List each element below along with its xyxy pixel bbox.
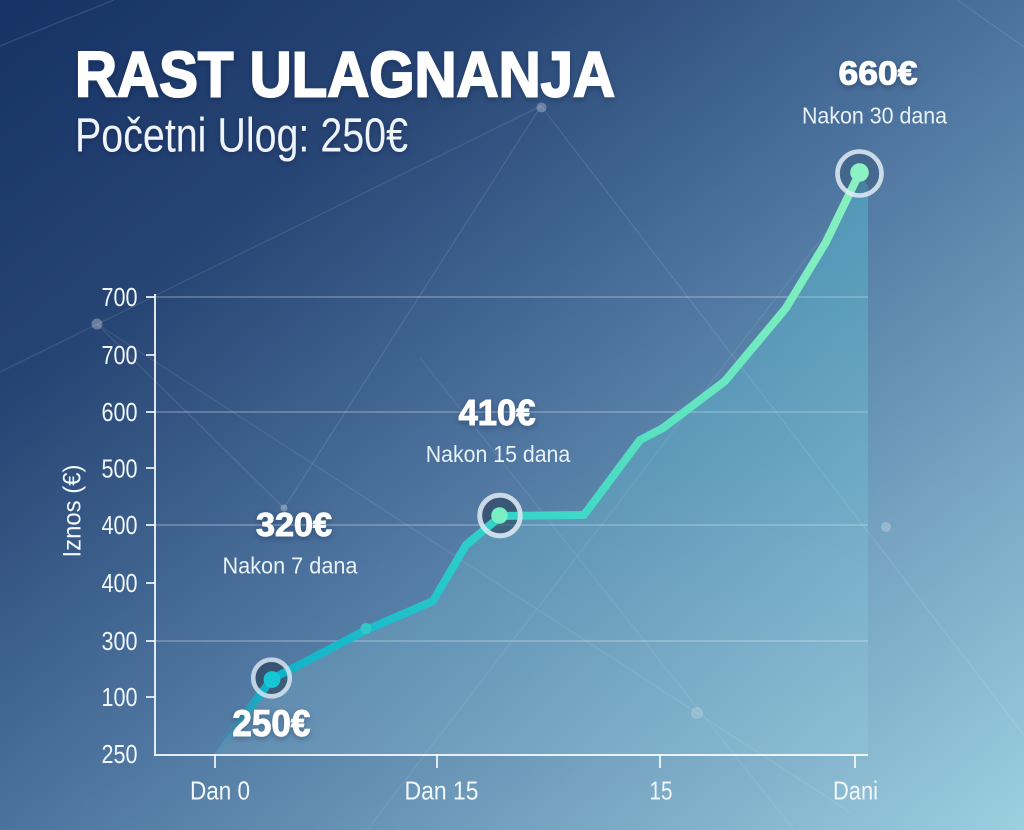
- svg-text:Iznos (€): Iznos (€): [59, 465, 87, 558]
- svg-text:500: 500: [102, 454, 138, 484]
- svg-text:400: 400: [102, 510, 138, 540]
- svg-text:660€: 660€: [839, 56, 918, 93]
- svg-text:Dani: Dani: [833, 776, 878, 806]
- svg-text:600: 600: [102, 397, 138, 427]
- svg-text:Nakon 7 dana: Nakon 7 dana: [223, 553, 359, 579]
- svg-text:700: 700: [102, 340, 138, 370]
- svg-text:250: 250: [102, 739, 138, 769]
- svg-text:Nakon 30 dana: Nakon 30 dana: [802, 102, 948, 128]
- svg-text:320€: 320€: [256, 506, 332, 543]
- svg-text:15: 15: [650, 776, 673, 806]
- svg-text:100: 100: [102, 682, 138, 712]
- svg-text:Dan 15: Dan 15: [405, 776, 479, 806]
- svg-text:250€: 250€: [232, 703, 310, 744]
- svg-text:300: 300: [102, 626, 138, 656]
- svg-text:Početni Ulog: 250€: Početni Ulog: 250€: [75, 110, 408, 163]
- svg-text:Dan 0: Dan 0: [190, 776, 250, 806]
- svg-text:700: 700: [102, 282, 138, 312]
- svg-text:400: 400: [102, 568, 138, 598]
- svg-text:410€: 410€: [459, 392, 536, 433]
- svg-text:Nakon 15 dana: Nakon 15 dana: [426, 441, 571, 467]
- svg-text:RAST ULAGNANJA: RAST ULAGNANJA: [75, 38, 615, 110]
